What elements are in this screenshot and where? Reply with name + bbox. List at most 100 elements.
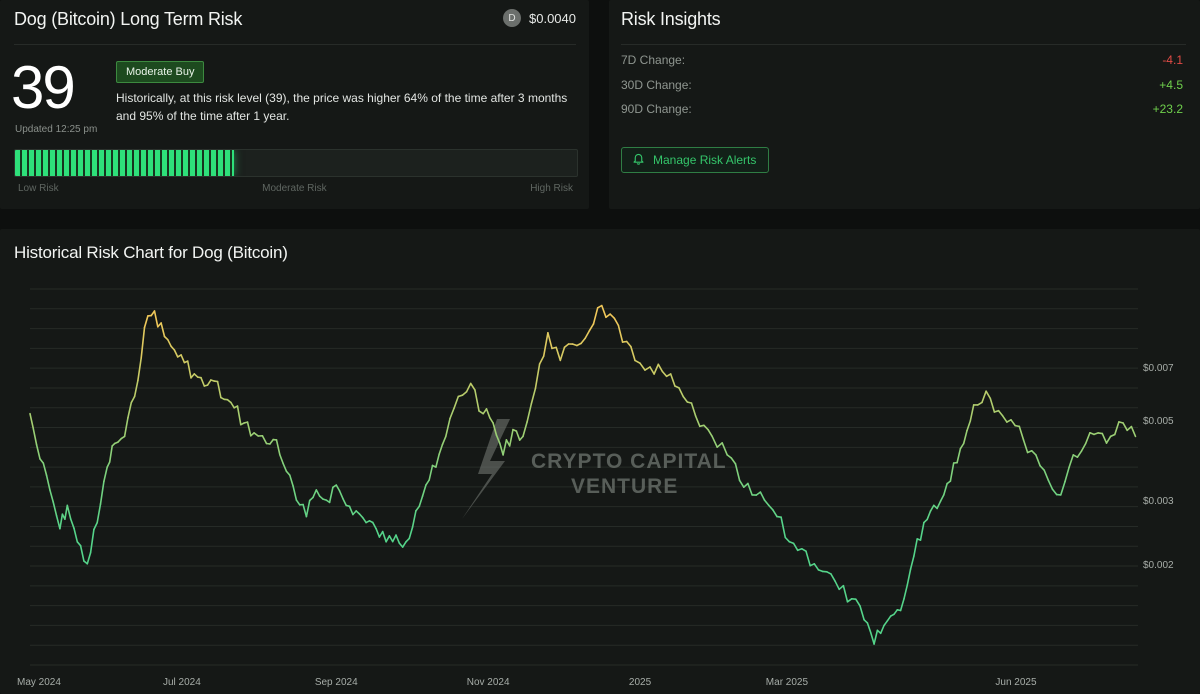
series-segment (1031, 450, 1037, 456)
series-segment (45, 474, 51, 491)
series-segment (123, 417, 129, 438)
series-segment (859, 605, 865, 621)
series-segment (385, 535, 391, 543)
series-segment (903, 584, 909, 600)
series-segment (361, 516, 367, 524)
series-segment (328, 486, 334, 504)
series-segment (106, 461, 111, 468)
series-segment (962, 429, 968, 445)
series-segment (985, 390, 992, 400)
series-segment (936, 500, 942, 510)
insights-card: Risk Insights 7D Change: -4.1 30D Change… (609, 0, 1200, 209)
insight-value: +4.5 (1159, 78, 1183, 92)
series-segment (879, 624, 885, 635)
series-segment (1022, 439, 1029, 454)
series-segment (913, 538, 919, 557)
series-segment (285, 470, 291, 476)
series-segment (1068, 454, 1075, 469)
series-segment (1130, 425, 1137, 438)
series-segment (371, 521, 377, 530)
series-segment (246, 421, 252, 437)
series-segment (886, 615, 892, 622)
series-segment (657, 363, 664, 373)
insight-label: 7D Change: (621, 53, 686, 67)
series-segment (939, 494, 945, 503)
series-segment (873, 629, 879, 645)
series-segment (295, 499, 301, 506)
series-segment (559, 346, 566, 362)
risk-meter (14, 149, 578, 177)
series-segment (498, 442, 504, 456)
series-segment (1101, 432, 1108, 444)
risk-badge: Moderate Buy (116, 61, 205, 83)
series-segment (206, 379, 212, 386)
series-segment (1018, 425, 1025, 441)
series-segment (830, 573, 836, 583)
series-segment (942, 482, 948, 496)
series-segment (721, 442, 729, 456)
series-segment (64, 504, 69, 521)
series-segment (411, 510, 417, 528)
series-segment (66, 504, 72, 520)
series-segment (1076, 450, 1083, 458)
series-segment (200, 376, 206, 387)
series-segment (59, 513, 64, 530)
series-segment (813, 562, 820, 571)
series-segment (395, 534, 401, 544)
series-segment (93, 521, 98, 531)
series-segment (236, 405, 242, 426)
series-segment (461, 390, 468, 396)
series-segment (137, 357, 142, 382)
series-segment (842, 584, 849, 603)
series-segment (52, 501, 58, 517)
series-segment (1060, 480, 1066, 496)
series-segment (989, 397, 996, 413)
series-segment (99, 480, 105, 505)
series-segment (388, 535, 394, 543)
series-segment (763, 499, 770, 507)
series-segment (278, 453, 284, 465)
y-tick-label: $0.003 (1143, 496, 1174, 507)
series-segment (449, 407, 455, 420)
x-tick-label: May 2024 (17, 677, 61, 688)
series-segment (555, 346, 562, 362)
series-segment (969, 404, 975, 422)
series-segment (375, 527, 381, 538)
series-segment (1047, 479, 1054, 491)
manage-risk-alerts-button[interactable]: Manage Risk Alerts (621, 147, 770, 173)
y-tick-label: $0.005 (1143, 416, 1174, 427)
divider (14, 44, 576, 45)
risk-card-title: Dog (Bitcoin) Long Term Risk (14, 9, 243, 29)
series-segment (418, 495, 424, 508)
series-segment (342, 497, 348, 507)
series-segment (269, 438, 275, 445)
series-segment (117, 437, 123, 443)
series-segment (703, 424, 709, 431)
series-segment (742, 482, 749, 489)
series-segment (1105, 435, 1112, 444)
series-segment (869, 631, 875, 645)
series-segment (108, 445, 113, 463)
series-segment (143, 315, 149, 329)
series-segment (42, 462, 48, 477)
series-segment (966, 420, 972, 432)
series-segment (502, 439, 508, 456)
watermark-line1: CRYPTO CAPITAL (531, 450, 727, 473)
series-segment (580, 337, 587, 345)
coin-price: $0.0040 (529, 10, 576, 26)
series-segment (73, 527, 79, 543)
series-segment (792, 542, 799, 552)
series-segment (305, 499, 311, 518)
series-segment (1001, 415, 1008, 423)
series-segment (180, 354, 186, 364)
series-segment (35, 444, 41, 460)
series-segment (425, 479, 431, 486)
series-segment (584, 329, 591, 340)
risk-card: Dog (Bitcoin) Long Term Risk D $0.0040 3… (0, 0, 589, 209)
series-segment (1122, 422, 1128, 432)
series-segment (1035, 454, 1041, 467)
series-segment (1080, 442, 1087, 452)
series-segment (542, 332, 549, 357)
series-segment (492, 422, 498, 436)
series-segment (522, 421, 528, 438)
